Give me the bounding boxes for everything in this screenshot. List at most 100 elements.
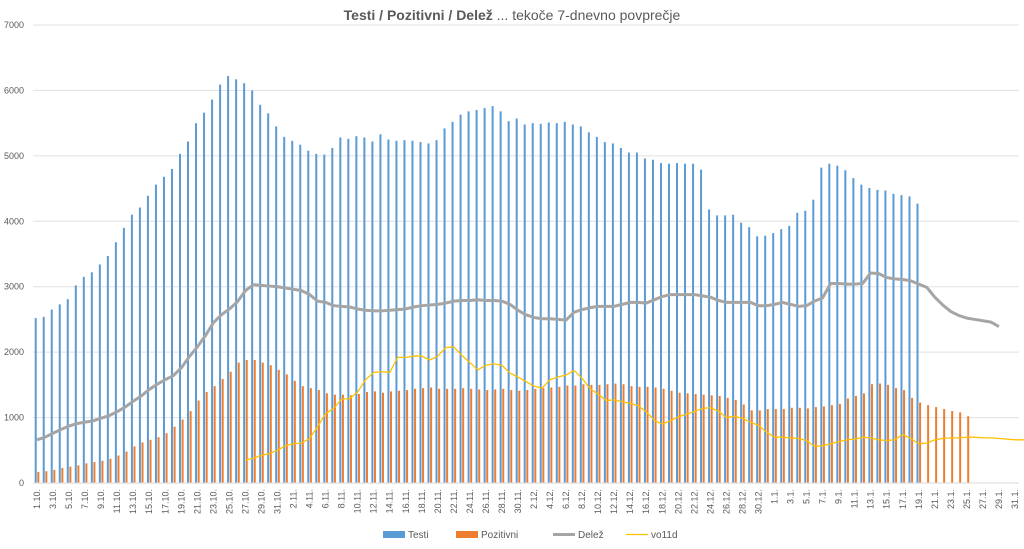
- bar-testi: [339, 137, 342, 483]
- x-tick-label: 24.11.: [465, 489, 475, 513]
- bar-testi: [684, 163, 687, 484]
- bar-pozitivni: [398, 390, 401, 483]
- bar-testi: [579, 126, 582, 484]
- bar-testi: [162, 176, 165, 483]
- x-tick-label: 14.11.: [385, 489, 395, 513]
- y-tick-label: 0: [19, 478, 24, 488]
- x-tick-label: 22.11.: [449, 489, 459, 513]
- x-tick-label: 18.11.: [417, 489, 427, 513]
- bar-pozitivni: [951, 411, 954, 483]
- bar-testi: [403, 140, 406, 483]
- bar-pozitivni: [325, 393, 328, 483]
- bar-pozitivni: [959, 412, 962, 483]
- bar-pozitivni: [798, 407, 801, 483]
- bar-testi: [700, 169, 703, 483]
- bar-pozitivni: [662, 388, 665, 483]
- bar-testi: [475, 110, 478, 484]
- bar-pozitivni: [846, 398, 849, 483]
- bar-testi: [211, 99, 214, 484]
- bar-pozitivni: [69, 466, 72, 483]
- bar-pozitivni: [614, 383, 617, 483]
- x-tick-label: 8.11.: [337, 489, 347, 508]
- bar-testi: [571, 124, 574, 484]
- bar-pozitivni: [967, 416, 970, 483]
- x-tick-label: 5.1.: [802, 489, 812, 504]
- bar-testi: [291, 140, 294, 483]
- y-tick-label: 6000: [4, 85, 24, 95]
- bar-testi: [515, 118, 518, 483]
- bar-pozitivni: [382, 392, 385, 483]
- bars: [34, 76, 970, 484]
- bar-testi: [307, 150, 310, 483]
- x-axis-ticks: 1.10. 3.10. 5.10. 7.10. 9.10. 11.10. 13.10. 15.…: [32, 489, 1020, 514]
- bar-testi: [499, 111, 502, 483]
- bar-pozitivni: [574, 385, 577, 483]
- bar-pozitivni: [173, 426, 176, 483]
- bar-pozitivni: [430, 387, 433, 483]
- bar-pozitivni: [277, 369, 280, 483]
- bar-testi: [908, 196, 911, 483]
- bar-pozitivni: [478, 389, 481, 483]
- bar-testi: [427, 143, 430, 483]
- x-tick-label: 26.11.: [481, 489, 491, 513]
- y-tick-label: 7000: [4, 20, 24, 30]
- legend: Testi Pozitivni Delež vo11d: [383, 530, 678, 541]
- bar-pozitivni: [638, 386, 641, 483]
- bar-testi: [138, 207, 141, 483]
- bar-pozitivni: [373, 391, 376, 483]
- bar-pozitivni: [935, 407, 938, 483]
- bar-pozitivni: [333, 394, 336, 483]
- x-tick-label: 26.12.: [721, 489, 731, 514]
- bar-pozitivni: [77, 465, 80, 483]
- bar-testi: [724, 215, 727, 483]
- x-tick-label: 27.10.: [240, 489, 250, 514]
- bar-pozitivni: [438, 388, 441, 483]
- bar-pozitivni: [502, 388, 505, 483]
- bar-pozitivni: [654, 387, 657, 483]
- bar-pozitivni: [414, 388, 417, 483]
- bar-pozitivni: [606, 384, 609, 483]
- x-tick-label: 24.12.: [705, 489, 715, 514]
- bar-pozitivni: [181, 419, 184, 483]
- bar-pozitivni: [446, 388, 449, 483]
- x-tick-label: 10.12.: [593, 489, 603, 514]
- bar-pozitivni: [518, 390, 521, 483]
- bar-testi: [98, 264, 101, 483]
- x-tick-label: 25.1.: [962, 489, 972, 509]
- bar-testi: [892, 193, 895, 483]
- bar-testi: [74, 285, 77, 483]
- bar-testi: [900, 195, 903, 483]
- bar-testi: [860, 184, 863, 483]
- bar-pozitivni: [349, 395, 352, 483]
- bar-pozitivni: [45, 471, 48, 483]
- bar-pozitivni: [790, 407, 793, 483]
- bar-testi: [323, 154, 326, 483]
- x-tick-label: 6.11.: [321, 489, 331, 508]
- bar-pozitivni: [462, 388, 465, 483]
- bar-testi: [411, 140, 414, 483]
- bar-pozitivni: [37, 471, 40, 483]
- bar-pozitivni: [870, 384, 873, 483]
- bar-pozitivni: [542, 388, 545, 483]
- bar-pozitivni: [301, 386, 304, 483]
- bar-pozitivni: [590, 384, 593, 483]
- bar-pozitivni: [710, 395, 713, 483]
- bar-pozitivni: [245, 359, 248, 483]
- x-tick-label: 4.11.: [305, 489, 315, 508]
- bar-pozitivni: [53, 469, 56, 483]
- legend-label: Testi: [408, 530, 429, 541]
- bar-pozitivni: [534, 388, 537, 483]
- bar-pozitivni: [61, 467, 64, 483]
- x-tick-label: 2.12.: [529, 489, 539, 509]
- bar-pozitivni: [285, 374, 288, 483]
- bar-testi: [812, 199, 815, 484]
- bar-pozitivni: [101, 460, 104, 483]
- bar-pozitivni: [766, 409, 769, 483]
- bar-pozitivni: [157, 437, 160, 483]
- legend-swatch: [456, 531, 478, 538]
- bar-pozitivni: [630, 386, 633, 483]
- bar-testi: [627, 152, 630, 484]
- bar-pozitivni: [494, 389, 497, 483]
- y-tick-label: 2000: [4, 347, 24, 357]
- x-tick-label: 11.10.: [112, 489, 122, 513]
